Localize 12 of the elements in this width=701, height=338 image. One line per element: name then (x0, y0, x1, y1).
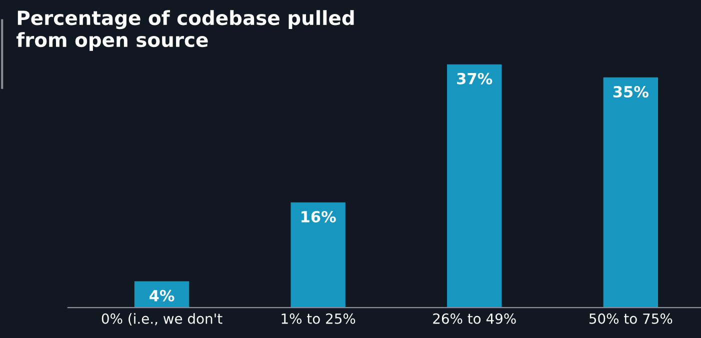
data-label: 16% (302, 210, 336, 223)
bar (447, 64, 502, 308)
data-label: 37% (457, 72, 492, 84)
bar (603, 77, 658, 308)
x-tick-label: 50% to 75% (589, 313, 672, 324)
bar (290, 202, 346, 308)
x-tick-label: 0% (i.e., we don't (102, 313, 222, 326)
chart-title: Percentage of codebase pulled from open source (16, 10, 354, 51)
x-tick-label: 26% to 49% (433, 313, 516, 324)
data-label: 4% (149, 290, 174, 302)
x-tick-label: 1% to 25% (282, 313, 356, 324)
data-label: 35% (613, 86, 648, 98)
